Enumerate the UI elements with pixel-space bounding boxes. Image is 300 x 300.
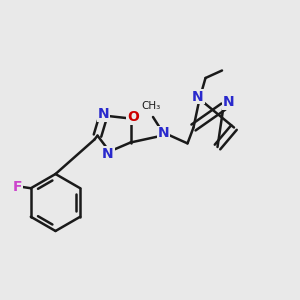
Text: O: O: [127, 110, 139, 124]
Text: N: N: [158, 127, 169, 140]
Text: F: F: [13, 180, 22, 194]
Text: N: N: [98, 107, 109, 121]
Text: N: N: [223, 95, 235, 109]
Text: CH₃: CH₃: [142, 101, 161, 111]
Text: N: N: [192, 90, 204, 104]
Text: N: N: [102, 147, 114, 161]
